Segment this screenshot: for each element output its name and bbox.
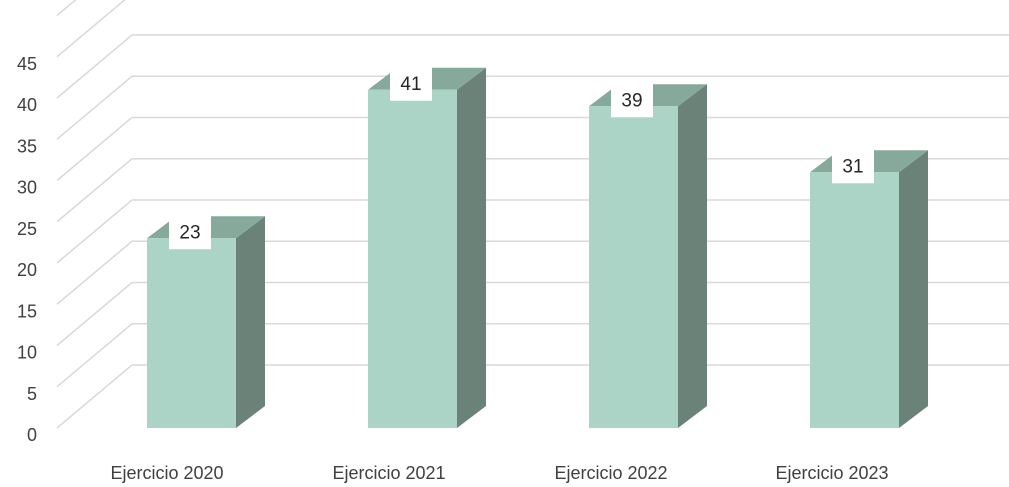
data-label-box [169, 213, 211, 250]
gridline-diagonal [56, 116, 133, 182]
y-tick-label: 30 [17, 178, 37, 198]
y-tick-label: 0 [27, 425, 37, 445]
x-category-label: Ejercicio 2022 [554, 463, 667, 483]
bar-front [368, 89, 457, 428]
bar-front [589, 106, 678, 428]
y-tick-label: 25 [17, 219, 37, 239]
bar-side [899, 150, 928, 428]
data-label-box [832, 147, 874, 184]
bar [147, 216, 265, 428]
y-axis-ticks: 0 5 10 15 20 25 30 35 40 45 [17, 54, 37, 445]
bar [589, 84, 707, 428]
gridline-diagonal [56, 323, 133, 388]
gridline-diagonal [56, 240, 133, 305]
x-axis-categories: Ejercicio 2020 Ejercicio 2021 Ejercicio 20… [110, 463, 888, 483]
data-label: 41 [390, 64, 432, 101]
y-tick-label: 5 [27, 384, 37, 404]
data-label-text: 23 [179, 222, 200, 243]
data-label: 23 [169, 213, 211, 250]
gridline-diagonal [56, 199, 133, 264]
data-label-box [390, 64, 432, 101]
bar-side [457, 67, 486, 428]
y-tick-label: 45 [17, 54, 37, 74]
x-category-label: Ejercicio 2020 [110, 463, 223, 483]
gridline-diagonal [56, 158, 133, 223]
data-label-text: 39 [621, 90, 642, 111]
data-labels: 23 41 39 31 [169, 64, 874, 250]
bar-front [810, 172, 899, 428]
data-label-box [611, 81, 653, 118]
bars [147, 67, 928, 428]
gridline-diagonal [56, 364, 133, 429]
data-label-text: 31 [842, 156, 863, 177]
bar [368, 67, 486, 428]
y-tick-label: 20 [17, 260, 37, 280]
data-label: 31 [832, 147, 874, 184]
bar-side [678, 84, 707, 428]
data-label: 39 [611, 81, 653, 118]
data-label-text: 41 [400, 74, 421, 95]
bar-side [236, 216, 265, 428]
y-tick-label: 15 [17, 301, 37, 321]
gridline-diagonal [56, 281, 133, 347]
bar-front [147, 238, 236, 428]
y-tick-label: 35 [17, 136, 37, 156]
gridline-diagonal [56, 75, 133, 140]
y-tick-label: 10 [17, 343, 37, 363]
bar [810, 150, 928, 428]
y-tick-label: 40 [17, 95, 37, 115]
x-category-label: Ejercicio 2021 [332, 463, 445, 483]
gridline-diagonal [56, 34, 133, 99]
gridline-diagonal [56, 0, 126, 58]
x-category-label: Ejercicio 2023 [775, 463, 888, 483]
gridline-diagonal [56, 0, 77, 17]
